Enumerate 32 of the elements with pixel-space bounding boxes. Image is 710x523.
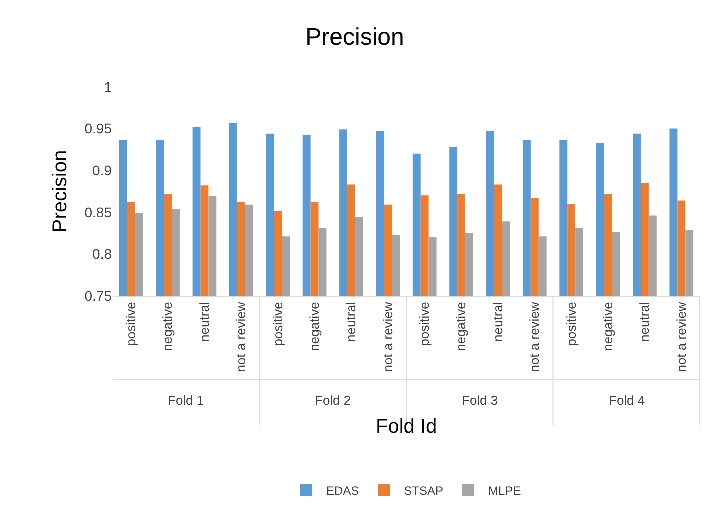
x-tick-label: negative [307, 302, 322, 352]
y-tick-label: 0.85 [84, 204, 112, 220]
x-tick-label: negative [454, 302, 469, 352]
chart-title: Precision [306, 24, 404, 52]
y-tick-label: 0.9 [92, 162, 112, 178]
text: Fold 3 [462, 393, 498, 408]
text: Fold 4 [609, 393, 646, 408]
x-tick-label: negative [600, 302, 616, 352]
x-tick-label: not a review [380, 302, 396, 372]
x-tick-label: neutral [344, 302, 359, 342]
x-tick-label: positive [124, 302, 139, 346]
x-tick-label: not a review [527, 302, 542, 372]
x-tick-label: positive [270, 302, 286, 346]
legend-label: EDAS [326, 484, 360, 498]
text: Fold 2 [315, 393, 352, 408]
x-tick-label: neutral [196, 302, 212, 342]
x-tick-label: not a review [234, 302, 249, 372]
text: Fold 1 [168, 393, 204, 408]
y-axis-title: Precision [49, 150, 72, 233]
x-tick-label: positive [417, 302, 432, 346]
x-tick-label: not a review [674, 302, 689, 372]
x-tick-label: negative [160, 302, 176, 352]
y-tick-label: 1 [104, 78, 112, 95]
y-tick-label: 0.75 [84, 288, 112, 304]
x-tick-label: neutral [637, 302, 652, 342]
x-tick-label: positive [564, 302, 579, 346]
legend-label: MLPE [488, 484, 522, 498]
y-tick-label: 0.8 [92, 246, 112, 262]
x-axis-title: Fold Id [376, 416, 438, 438]
legend-label: STSAP [404, 484, 444, 498]
x-tick-label: neutral [490, 302, 506, 342]
y-tick-label: 0.95 [84, 120, 112, 137]
